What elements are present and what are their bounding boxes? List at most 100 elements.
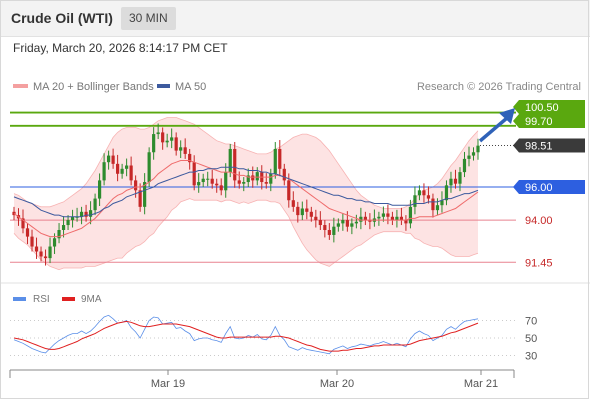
rsi-tick-label: 50 (525, 333, 537, 345)
candle-body (458, 172, 462, 184)
candle-body (34, 246, 39, 252)
candle-body (147, 152, 151, 183)
candle-body (278, 148, 282, 169)
x-tick-label: Mar 21 (464, 378, 498, 390)
candle-body (93, 198, 97, 211)
ma20-legend-label: MA 20 + Bollinger Bands (33, 81, 154, 93)
candle-body (269, 173, 273, 184)
candle-body (48, 246, 52, 259)
rsi-ma-line (13, 320, 479, 352)
candle-body (390, 216, 395, 221)
candle-body (395, 216, 399, 221)
candle-body (25, 228, 30, 237)
level-label-box (519, 100, 585, 114)
candle-body (435, 205, 440, 211)
candle-body (350, 223, 354, 227)
level-label-box (519, 138, 585, 153)
projection-arrow-shaft (478, 116, 509, 143)
candle-body (233, 148, 237, 181)
candle-body (318, 220, 322, 226)
candle-body (210, 178, 214, 184)
candle-body (336, 223, 340, 227)
candle-body (453, 178, 458, 184)
candle-body (242, 182, 246, 184)
projection-arrow-head (499, 108, 515, 124)
candle-body (152, 134, 156, 153)
moving-averages (13, 160, 479, 238)
rsi-legend-swatch (13, 297, 26, 301)
ma20-line (13, 160, 479, 238)
level-label-resistance: 99.70 (525, 116, 553, 128)
candle-body (246, 175, 250, 183)
candle-body (192, 162, 196, 186)
candle-body (413, 195, 417, 207)
rsi-ma-legend-label: 9MA (81, 294, 102, 305)
candle-body (228, 148, 232, 173)
candle-body (354, 221, 358, 224)
candle-body (116, 163, 120, 174)
candle-body (219, 185, 223, 191)
candle-body (120, 168, 124, 174)
candle-body (107, 155, 111, 163)
candle-body (426, 195, 431, 199)
level-labels: 100.50 99.70 98.51 96.00 94.00 91.45 (513, 100, 585, 269)
candle-body (341, 220, 345, 224)
candle-body (206, 178, 210, 180)
candle-body (296, 206, 300, 216)
candle-body (323, 225, 327, 230)
candle-body (399, 216, 404, 221)
level-label-pointer (513, 180, 519, 194)
level-lines (10, 111, 516, 263)
candle-body (197, 182, 201, 186)
candle-body (21, 218, 25, 229)
candle-body (179, 147, 183, 151)
bollinger-upper-line (13, 117, 479, 209)
candle-body (125, 165, 129, 169)
candle-body (467, 155, 471, 159)
candle-body (61, 225, 66, 230)
candle-body (291, 200, 295, 207)
candle-body (111, 155, 115, 164)
candle-body (327, 230, 331, 235)
candle-body (161, 132, 165, 143)
candle-body (282, 168, 286, 181)
candle-body (377, 216, 381, 219)
candle-body (57, 230, 61, 239)
interval-button[interactable]: 30 MIN (121, 7, 176, 30)
candle-body (215, 183, 219, 186)
candle-body (368, 220, 372, 222)
candle-body (12, 211, 16, 216)
rsi-tick-label: 30 (525, 351, 537, 363)
candle-body (255, 172, 259, 181)
x-tick-label: Mar 19 (151, 378, 185, 390)
candle-body (471, 152, 476, 156)
candle-body (476, 145, 480, 153)
candle-body (359, 216, 363, 222)
rsi-legend-label: RSI (33, 294, 50, 305)
candle-body (170, 137, 174, 141)
instrument-title: Crude Oil (WTI) (11, 10, 113, 26)
bollinger-band-fill (14, 117, 478, 270)
candle-body (417, 190, 422, 196)
x-tick-label: Mar 20 (320, 378, 354, 390)
candle-body (97, 180, 102, 199)
ma20-legend-swatch (13, 84, 28, 88)
header-bar: Crude Oil (WTI) 30 MIN (0, 0, 590, 37)
candle-body (79, 211, 84, 217)
level-label-pointer (513, 100, 519, 114)
candle-body (43, 256, 48, 259)
candle-body (444, 185, 449, 201)
candle-body (66, 220, 70, 226)
candle-body (201, 178, 205, 183)
candle-body (102, 162, 106, 181)
candle-body (440, 200, 444, 206)
rsi-tick-label: 70 (525, 316, 537, 328)
candle-body (138, 190, 142, 207)
candle-body (143, 182, 147, 207)
candle-body (174, 137, 178, 151)
candle-body (386, 213, 390, 217)
candle-body (332, 226, 336, 235)
candle-body (52, 238, 57, 247)
candle-body (129, 165, 133, 181)
